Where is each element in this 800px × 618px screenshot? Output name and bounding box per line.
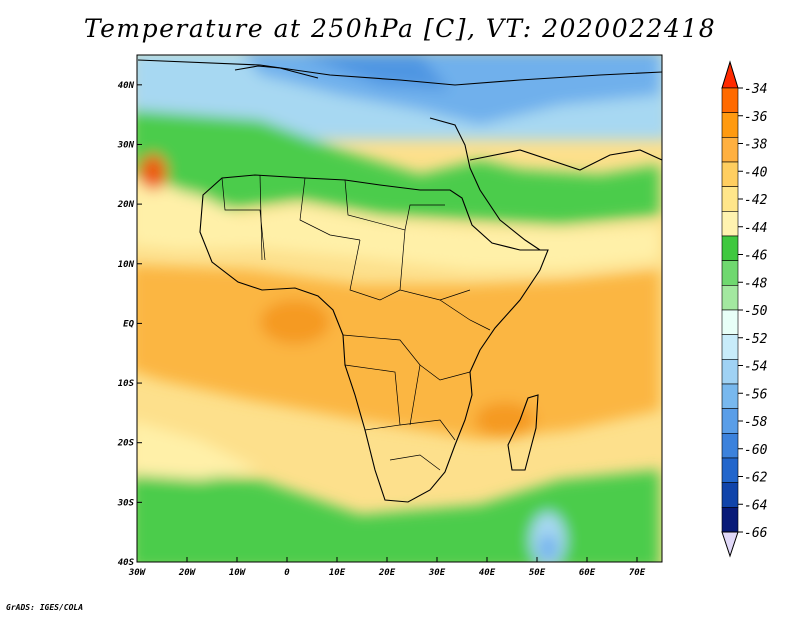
colorbar-label: -56 (744, 387, 768, 402)
lon-label: 30W (128, 568, 147, 578)
colorbar-swatch (721, 285, 739, 311)
lon-label: 70E (629, 568, 646, 578)
lon-label: 10E (329, 568, 346, 578)
lat-label: 10S (118, 379, 135, 389)
colorbar-label: -40 (744, 165, 768, 180)
lat-label: 20S (117, 439, 135, 449)
lat-label: EQ (123, 319, 134, 329)
axis-ticks (136, 84, 638, 563)
colorbar-swatch (721, 383, 739, 409)
lat-label: 10N (118, 260, 135, 270)
latitude-labels: 40N 30N 20N 10N EQ 10S 20S 30S 40S (117, 81, 135, 568)
colorbar-label: -60 (744, 443, 768, 458)
colorbar-swatch (721, 433, 739, 459)
colorbar-swatch (721, 482, 739, 508)
colorbar-swatch (721, 186, 739, 212)
lat-label: 40N (118, 81, 135, 91)
colorbar-label: -48 (744, 276, 768, 291)
lon-label: 40E (479, 568, 496, 578)
lon-label: 20W (178, 568, 197, 578)
lat-label: 30N (117, 140, 135, 150)
country-borders (221, 174, 491, 471)
colorbar-swatch (721, 137, 739, 163)
colorbar-bottom-arrow (721, 531, 739, 558)
colorbar-label: -58 (744, 415, 768, 430)
colorbar-label: -62 (744, 471, 768, 486)
map-title: Temperature at 250hPa [C], VT: 202002241… (83, 14, 717, 43)
map-frame (136, 54, 663, 563)
colorbar-swatch (721, 235, 739, 261)
colorbar-swatch (721, 87, 739, 113)
colorbar-label: -50 (744, 304, 768, 319)
lon-label: 10W (229, 568, 247, 578)
longitude-labels: 30W 20W 10W 0 10E 20E 30E 40E 50E 60E 70E (128, 568, 646, 578)
colorbar-label: -54 (744, 360, 767, 375)
colorbar-swatch (721, 359, 739, 385)
grads-credit: GrADS: IGES/COLA (6, 603, 84, 612)
colorbar-swatch (721, 161, 739, 187)
colorbar-swatch (721, 211, 739, 237)
colorbar: -34 -36 -38 -40 -42 -44 -46 -48 -50 -52 -54 -56 -58 -… (721, 60, 768, 558)
lon-label: 50E (529, 568, 546, 578)
lon-label: 30E (428, 568, 446, 578)
colorbar-swatch (721, 260, 739, 286)
colorbar-label: -38 (744, 138, 768, 153)
colorbar-swatch (721, 309, 739, 335)
colorbar-label: -42 (744, 193, 768, 208)
colorbar-label: -52 (744, 332, 768, 347)
lat-label: 20N (117, 200, 135, 210)
lon-label: 60E (579, 568, 596, 578)
colorbar-label: -66 (744, 526, 768, 541)
temperature-field (137, 55, 662, 562)
colorbar-swatch (721, 507, 739, 533)
colorbar-label: -34 (744, 82, 767, 97)
lon-label: 20E (378, 568, 396, 578)
colorbar-top-arrow (721, 60, 739, 89)
colorbar-label: -36 (744, 110, 768, 125)
colorbar-swatch (721, 457, 739, 483)
lat-label: 30S (117, 498, 135, 508)
colorbar-swatch (721, 408, 739, 434)
colorbar-label: -46 (744, 249, 768, 264)
colorbar-swatch (721, 334, 739, 360)
colorbar-swatch (721, 112, 739, 138)
colorbar-label: -64 (744, 498, 767, 513)
lat-label: 40S (118, 558, 135, 568)
colorbar-label: -44 (744, 221, 767, 236)
coastlines (137, 59, 662, 503)
lon-label: 0 (284, 568, 290, 578)
